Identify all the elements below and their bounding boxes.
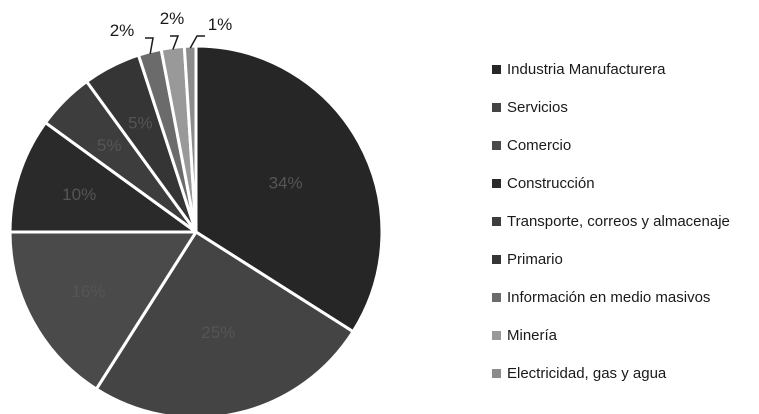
legend-label: Comercio bbox=[507, 136, 572, 154]
leader-line-mineria bbox=[170, 35, 180, 50]
value-label-informacion-en-medio-masivos: 2% bbox=[110, 21, 135, 40]
legend-swatch bbox=[492, 178, 501, 188]
legend-label: Industria Manufacturera bbox=[507, 60, 666, 78]
value-labels: 34% 25% 16% 10% 5% 5% 2% 2% 1% bbox=[62, 9, 302, 342]
legend: Industria Manufacturera Servicios Comercio… bbox=[492, 50, 730, 392]
legend-label: Electricidad, gas y agua bbox=[507, 364, 667, 382]
legend-item-mineria: Minería bbox=[492, 316, 730, 354]
pie-slices bbox=[8, 44, 384, 414]
legend-swatch bbox=[492, 102, 501, 112]
legend-label: Servicios bbox=[507, 98, 568, 116]
legend-label: Construcción bbox=[507, 174, 595, 192]
leader-line-electricidad-gas-y-agua bbox=[189, 35, 205, 49]
legend-swatch bbox=[492, 64, 501, 74]
value-label-mineria: 2% bbox=[160, 9, 185, 28]
legend-item-comercio: Comercio bbox=[492, 126, 730, 164]
legend-swatch bbox=[492, 254, 501, 264]
legend-swatch bbox=[492, 368, 501, 378]
legend-label: Minería bbox=[507, 326, 558, 344]
value-label-comercio: 16% bbox=[71, 282, 105, 301]
value-label-primario: 5% bbox=[128, 114, 153, 133]
legend-item-servicios: Servicios bbox=[492, 88, 730, 126]
value-label-industria-manufacturera: 34% bbox=[269, 174, 303, 193]
legend-item-industria-manufacturera: Industria Manufacturera bbox=[492, 50, 730, 88]
value-label-servicios: 25% bbox=[201, 323, 235, 342]
legend-label: Transporte, correos y almacenaje bbox=[507, 212, 730, 230]
value-label-electricidad-gas-y-agua: 1% bbox=[208, 15, 233, 34]
legend-swatch bbox=[492, 140, 501, 150]
legend-swatch bbox=[492, 216, 501, 226]
legend-item-electricidad-gas-y-agua: Electricidad, gas y agua bbox=[492, 354, 730, 392]
value-label-construccion: 10% bbox=[62, 185, 96, 204]
legend-swatch bbox=[492, 330, 501, 340]
pie-slice-construccion bbox=[8, 121, 198, 234]
pie-slice-comercio bbox=[8, 230, 198, 391]
legend-label: Primario bbox=[507, 250, 563, 268]
leader-lines bbox=[145, 35, 205, 54]
value-label-transporte-correos-y-almacenaje: 5% bbox=[97, 136, 122, 155]
legend-item-transporte-correos-y-almacenaje: Transporte, correos y almacenaje bbox=[492, 202, 730, 240]
legend-label: Información en medio masivos bbox=[507, 288, 711, 306]
legend-item-informacion-en-medio-masivos: Información en medio masivos bbox=[492, 278, 730, 316]
legend-item-construccion: Construcción bbox=[492, 164, 730, 202]
legend-item-primario: Primario bbox=[492, 240, 730, 278]
legend-swatch bbox=[492, 292, 501, 302]
pie-slice-electricidad-gas-y-agua bbox=[182, 44, 198, 234]
leader-line-informacion-en-medio-masivos bbox=[145, 37, 154, 54]
